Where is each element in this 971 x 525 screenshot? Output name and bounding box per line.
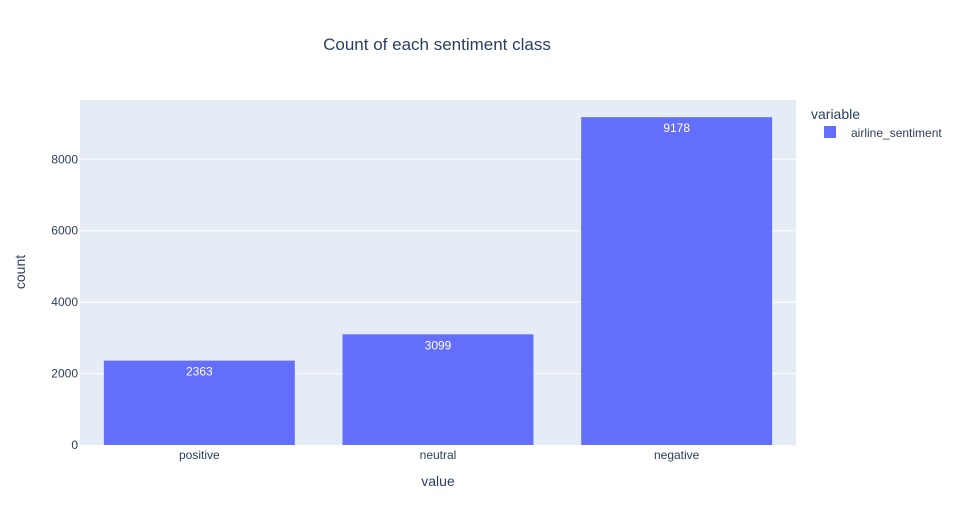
legend-swatch <box>824 126 836 138</box>
legend: variable airline_sentiment <box>811 106 942 140</box>
y-tick-label: 4000 <box>51 295 78 309</box>
x-tick-labels: positive neutral negative <box>179 448 700 462</box>
y-tick-label: 0 <box>71 438 78 452</box>
x-axis-title: value <box>421 473 455 489</box>
bars <box>103 117 773 445</box>
y-tick-label: 8000 <box>51 152 78 166</box>
x-tick-label-negative: negative <box>654 448 700 462</box>
x-tick-label-positive: positive <box>179 448 220 462</box>
bar-negative[interactable] <box>581 117 773 445</box>
bar-label-positive: 2363 <box>186 365 213 379</box>
legend-title: variable <box>811 106 860 122</box>
y-tick-labels: 0 2000 4000 6000 8000 <box>51 152 78 452</box>
data-labels: 2363 3099 9178 <box>186 121 690 378</box>
bar-positive[interactable] <box>103 360 295 445</box>
chart-title: Count of each sentiment class <box>323 35 551 54</box>
x-tick-label-neutral: neutral <box>420 448 457 462</box>
y-tick-label: 2000 <box>51 367 78 381</box>
legend-item[interactable]: airline_sentiment <box>824 126 942 140</box>
y-axis-title: count <box>12 255 28 289</box>
bar-label-neutral: 3099 <box>425 338 452 352</box>
bar-neutral[interactable] <box>342 334 534 445</box>
y-tick-label: 6000 <box>51 224 78 238</box>
legend-label: airline_sentiment <box>851 126 942 140</box>
bar-label-negative: 9178 <box>663 121 690 135</box>
